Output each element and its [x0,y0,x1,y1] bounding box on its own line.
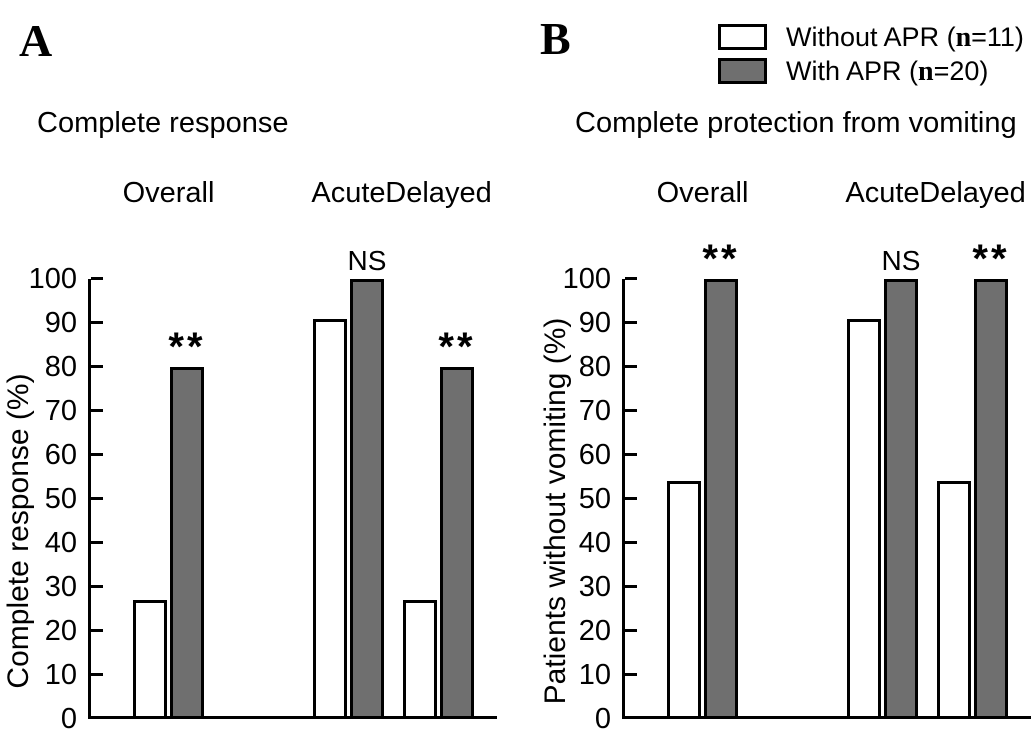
legend-label-text: =11) [971,21,1024,52]
y-axis-line [88,279,91,719]
y-tick [91,585,103,588]
y-tick-label: 0 [594,703,611,733]
y-tick-label: 0 [60,703,77,733]
y-tick-label: 100 [562,263,611,295]
y-tick [625,541,637,544]
y-tick-label: 90 [44,307,77,339]
category-label: Delayed [385,177,492,209]
y-tick [625,277,637,280]
y-tick-label: 40 [44,527,77,559]
bar-without-apr [937,481,971,719]
y-tick [91,673,103,676]
legend-label-text: Without APR ( [786,21,956,52]
y-tick-label: 60 [578,439,611,471]
y-tick [91,453,103,456]
bar-with-apr [440,367,474,719]
y-tick-label: 50 [44,483,77,515]
y-tick-label: 40 [578,527,611,559]
y-tick-label: 30 [578,571,611,603]
legend-swatch-without-apr [718,24,767,50]
bar-with-apr [974,279,1008,719]
y-tick-label: 100 [28,263,77,295]
significance-annotation: NS [881,245,921,276]
y-tick [91,365,103,368]
y-tick-label: 70 [578,395,611,427]
y-tick-label: 70 [44,395,77,427]
y-tick [625,629,637,632]
y-tick [625,321,637,324]
bar-with-apr [170,367,204,719]
y-tick [625,497,637,500]
x-axis-line [622,716,1031,719]
y-tick [625,453,637,456]
significance-annotation: NS [347,245,387,276]
y-tick-label: 60 [44,439,77,471]
y-tick-label: 80 [44,351,77,383]
bar-without-apr [133,600,167,719]
significance-annotation: ** [168,325,206,369]
y-tick [91,541,103,544]
y-tick [625,409,637,412]
y-tick-label: 50 [578,483,611,515]
bar-without-apr [847,318,881,719]
legend: Without APR (n=11) With APR (n=20) [718,20,1024,88]
y-tick [91,629,103,632]
category-label: Acute [311,177,386,209]
legend-label-without-apr: Without APR (n=11) [786,22,1024,53]
x-axis-line [88,716,497,719]
legend-label-with-apr: With APR (n=20) [786,56,988,87]
bar-with-apr [884,279,918,719]
y-tick-label: 20 [44,615,77,647]
bar-without-apr [403,600,437,719]
y-tick-label: 10 [44,659,77,691]
category-label: Delayed [919,177,1026,209]
legend-label-text: With APR ( [786,55,919,86]
y-tick-label: 80 [578,351,611,383]
y-axis-line [622,279,625,719]
category-label: Acute [845,177,920,209]
y-tick [91,321,103,324]
bar-with-apr [704,279,738,719]
category-label: Overall [122,177,215,209]
panel-a-label: A [19,15,53,66]
legend-item-without-apr: Without APR (n=11) [718,20,1024,54]
legend-label-text: =20) [933,55,989,86]
legend-n-symbol: n [955,21,972,53]
chart-b-title: Complete protection from vomiting [575,107,1017,139]
y-tick [91,497,103,500]
y-tick-label: 90 [578,307,611,339]
bar-with-apr [350,279,384,719]
y-tick [625,585,637,588]
category-label: Overall [656,177,749,209]
bar-without-apr [667,481,701,719]
legend-item-with-apr: With APR (n=20) [718,54,1024,88]
significance-annotation: ** [972,237,1010,281]
y-tick [91,409,103,412]
chart-a-title: Complete response [37,107,289,139]
legend-n-symbol: n [918,55,934,87]
y-tick [625,673,637,676]
y-tick-label: 10 [578,659,611,691]
bar-without-apr [313,318,347,719]
significance-annotation: ** [438,325,476,369]
y-tick [625,365,637,368]
significance-annotation: ** [702,237,740,281]
panel-b-label: B [540,13,571,64]
y-tick-label: 30 [44,571,77,603]
legend-swatch-with-apr [718,58,767,84]
y-tick-label: 20 [578,615,611,647]
y-tick [91,277,103,280]
